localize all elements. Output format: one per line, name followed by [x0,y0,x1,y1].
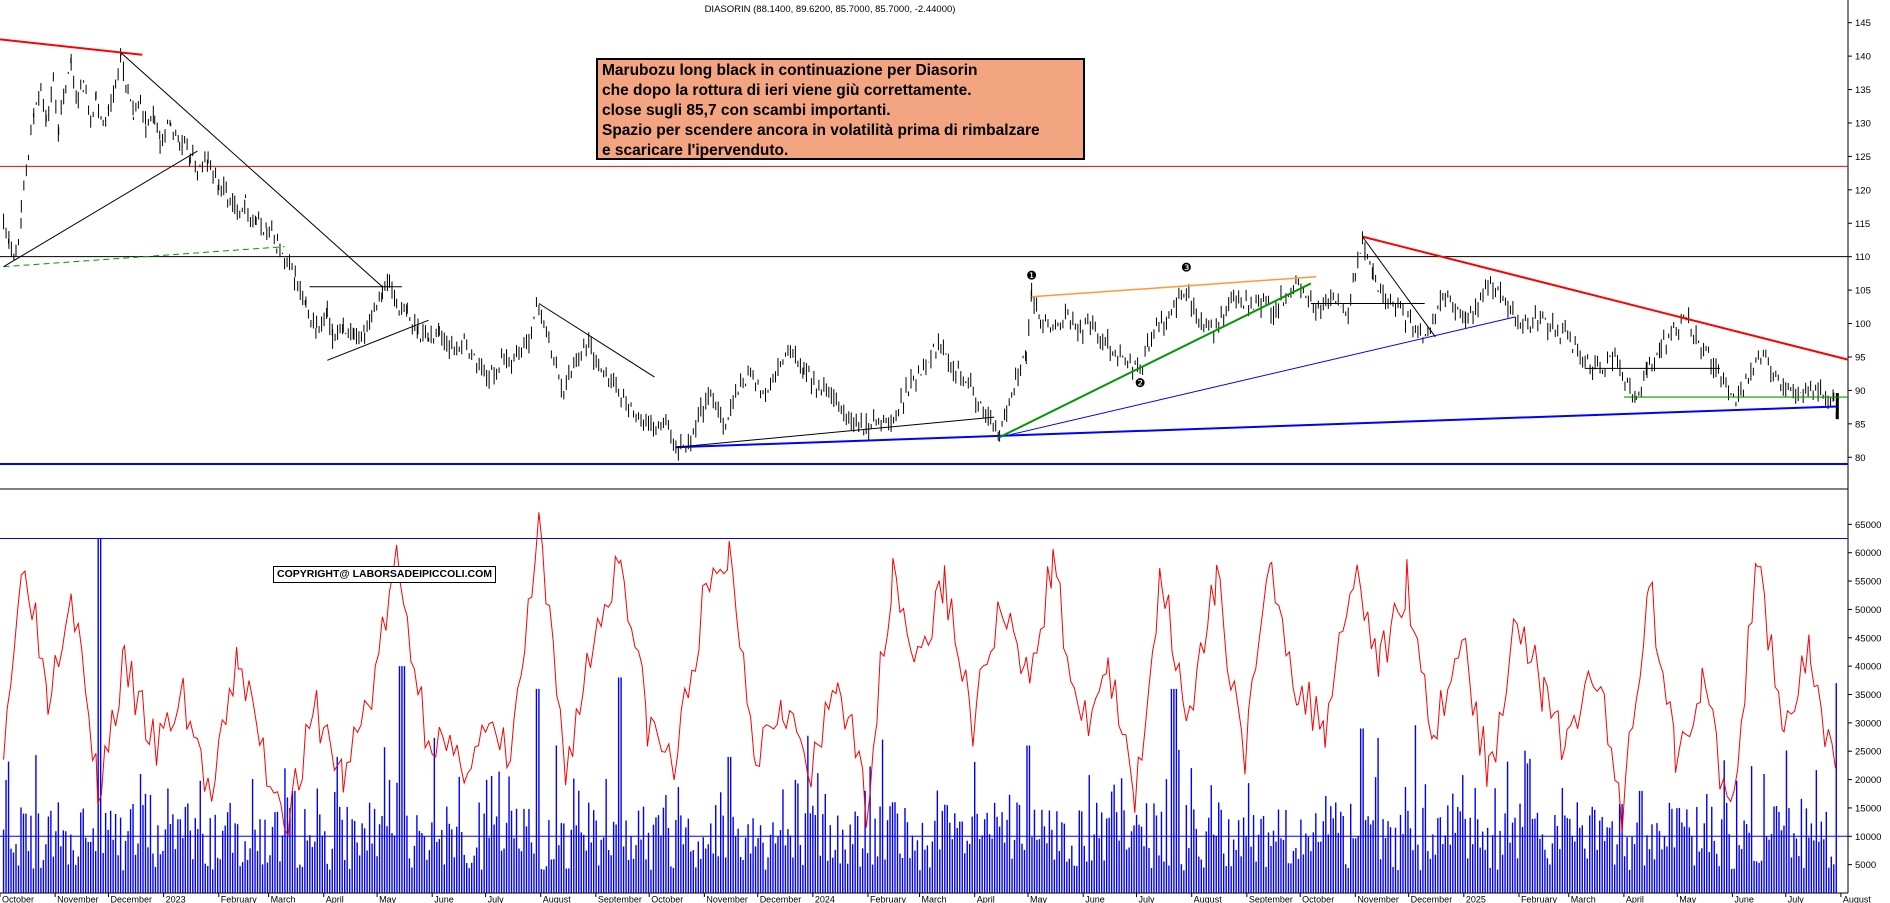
x-tick-label: December [760,895,802,903]
price-tick-label: 80 [1855,453,1866,464]
x-tick-label: March [922,895,947,903]
x-tick-label: October [651,895,683,903]
volume-tick-label: 20000 [1855,775,1881,786]
x-tick-label: June [1085,895,1105,903]
x-tick-label: June [434,895,454,903]
x-tick-label: May [1030,895,1048,903]
price-tick-label: 95 [1855,352,1866,363]
trend-line [0,38,143,56]
volume-tick-label: 5000 [1855,860,1876,871]
volume-tick-label: 50000 [1855,605,1881,616]
trend-line [327,319,429,361]
price-tick-label: 115 [1855,219,1870,230]
x-tick-label: October [2,895,34,903]
volume-panel [0,512,1848,893]
x-tick-label: November [706,895,748,903]
annotation-line-1: Marubozu long black in continuazione per… [602,62,978,79]
x-tick-label: August [543,895,572,903]
x-tick-label: June [1734,895,1754,903]
x-tick-label: December [1411,895,1453,903]
x-tick-label: 2024 [815,895,835,903]
volume-tick-label: 40000 [1855,662,1881,673]
annotation-line-4: Spazio per scendere ancora in volatilità… [602,122,1040,139]
volume-tick-label: 60000 [1855,548,1881,559]
x-tick-label: September [1249,895,1293,903]
x-tick-label: February [870,895,907,903]
x-tick-label: November [1357,895,1399,903]
x-tick-label: September [598,895,642,903]
x-axis: October November December 2023 February March… [0,892,1872,903]
annotation-line-3: close sugli 85,7 con scambi importanti. [602,102,891,119]
trend-line [538,303,655,378]
price-tick-label: 130 [1855,118,1871,129]
trend-line [1362,236,1436,338]
volume-tick-label: 35000 [1855,690,1881,701]
price-tick-label: 125 [1855,152,1871,163]
price-tick-label: 105 [1855,286,1871,297]
right-axis: 80 85 90 95 100 105 110 115 120 125 130 135 140 145 50… [1848,18,1881,871]
price-tick-label: 140 [1855,52,1871,63]
x-tick-label: May [1679,895,1697,903]
x-tick-label: 2023 [166,895,186,903]
x-tick-label: July [1139,895,1156,903]
volume-tick-label: 10000 [1855,832,1881,843]
x-tick-label: November [57,895,99,903]
price-tick-label: 100 [1855,319,1871,330]
price-tick-label: 90 [1855,386,1866,397]
x-tick-label: May [379,895,397,903]
x-tick-label: April [1626,895,1644,903]
price-panel: ❶ ❷ ❸ [0,0,1849,893]
annotation-box: Marubozu long black in continuazione per… [596,58,1085,160]
trend-line [999,282,1312,439]
x-tick-label: April [326,895,344,903]
last-candle [1835,393,1839,420]
x-tick-label: July [488,895,505,903]
price-tick-label: 135 [1855,85,1871,96]
trend-line [675,405,1838,449]
trend-line [1362,235,1849,361]
marker-2: ❷ [1135,376,1146,390]
chart-title: DIASORIN (88.1400, 89.6200, 85.7000, 85.… [705,4,956,15]
x-tick-label: July [1788,895,1805,903]
x-tick-label: October [1302,895,1334,903]
volume-tick-label: 25000 [1855,747,1881,758]
x-tick-label: March [1571,895,1596,903]
marker-1: ❶ [1026,268,1037,282]
price-tick-label: 110 [1855,252,1870,263]
volume-tick-label: 55000 [1855,577,1881,588]
volume-tick-label: 30000 [1855,718,1881,729]
price-tick-label: 145 [1855,18,1871,29]
trend-line [120,52,383,288]
x-tick-label: April [977,895,995,903]
volume-tick-label: 45000 [1855,633,1881,644]
marker-3: ❸ [1181,260,1192,274]
x-tick-label: March [271,895,296,903]
x-tick-label: August [1194,895,1223,903]
trend-line [3,246,285,268]
volatility-line [3,512,1836,838]
price-tick-label: 85 [1855,419,1866,430]
x-tick-label: August [1843,895,1872,903]
annotation-line-2: che dopo la rottura di ieri viene giù co… [602,82,972,99]
trend-line [999,316,1516,438]
volume-tick-label: 15000 [1855,803,1881,814]
trend-line [3,150,198,268]
copyright-label: COPYRIGHT@ LABORSADEIPICCOLI.COM [273,566,496,583]
trend-line [1031,275,1317,298]
x-tick-label: February [1521,895,1558,903]
annotation-line-5: e scaricare l'ipervenduto. [602,142,789,159]
trend-line [675,416,995,448]
x-tick-label: 2025 [1466,895,1486,903]
volume-tick-label: 65000 [1855,520,1881,531]
price-tick-label: 120 [1855,185,1871,196]
x-tick-label: December [110,895,152,903]
x-tick-label: February [221,895,258,903]
